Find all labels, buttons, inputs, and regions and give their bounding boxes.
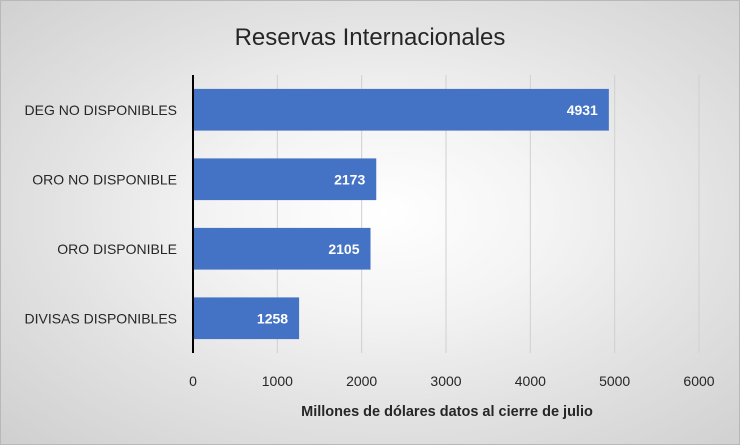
data-label: 2173 [334, 171, 365, 187]
bars: 4931 2173 2105 1258 [193, 88, 609, 340]
x-tick-labels: 0 1000 2000 3000 4000 5000 6000 [189, 373, 715, 389]
x-tick-label: 0 [189, 373, 197, 389]
data-label: 1258 [257, 310, 288, 326]
x-tick-label: 5000 [599, 373, 630, 389]
category-labels: DEG NO DISPONIBLES ORO NO DISPONIBLE ORO D… [25, 102, 178, 327]
data-label: 2105 [328, 241, 359, 257]
bar [193, 227, 371, 270]
x-tick-label: 4000 [515, 373, 546, 389]
chart-title: Reservas Internacionales [235, 24, 506, 51]
x-tick-label: 1000 [262, 373, 293, 389]
category-label: ORO DISPONIBLE [57, 241, 177, 257]
category-label: DEG NO DISPONIBLES [25, 102, 177, 118]
bar [193, 297, 300, 340]
x-tick-label: 6000 [683, 373, 714, 389]
category-label: ORO NO DISPONIBLE [32, 171, 177, 187]
category-label: DIVISAS DISPONIBLES [25, 310, 178, 326]
x-axis-title: Millones de dólares datos al cierre de j… [301, 404, 593, 420]
x-tick-label: 3000 [430, 373, 461, 389]
bar [193, 88, 609, 131]
data-label: 4931 [567, 102, 598, 118]
x-tick-label: 2000 [346, 373, 377, 389]
bar [193, 158, 377, 201]
